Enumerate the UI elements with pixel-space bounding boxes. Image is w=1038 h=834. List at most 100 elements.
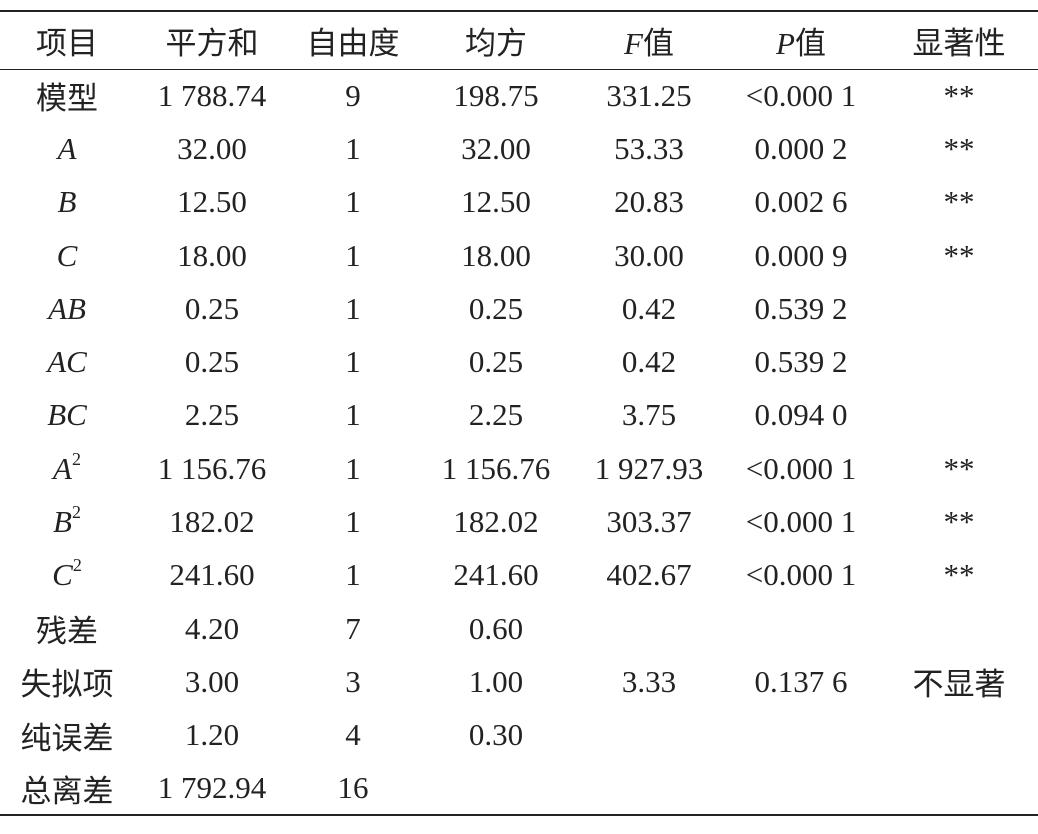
table-cell [880,282,1038,335]
table-cell [880,335,1038,388]
table-cell [880,709,1038,762]
table-cell [880,389,1038,442]
cell-text: 平方和 [165,25,259,61]
table-cell: 1 [290,229,416,282]
table-cell: ** [880,69,1038,122]
table-cell: 53.33 [576,122,722,175]
table-cell: 1 [290,389,416,442]
cell-text: ** [943,184,975,220]
row-label: B [0,176,134,229]
variable: B [57,184,77,220]
cell-text: 1 [345,344,361,380]
table-cell: 32.00 [416,122,576,175]
table-cell: 182.02 [416,495,576,548]
cell-text: 0.539 2 [754,344,848,380]
table-cell: ** [880,549,1038,602]
table-row: 总离差 1 792.94 16 [0,761,1038,817]
cell-text: 241.60 [169,557,255,593]
cell-text: ** [943,237,975,273]
table-row: C 18.00 1 18.00 30.00 0.000 9 ** [0,229,1038,282]
table-row: B 12.50 1 12.50 20.83 0.002 6 ** [0,176,1038,229]
table-cell: 1 792.94 [134,761,290,817]
table-cell: 303.37 [576,495,722,548]
cell-text: 30.00 [614,237,684,273]
cell-text: 1 [345,397,361,433]
table-cell: 1 788.74 [134,69,290,122]
cell-text: 2.25 [184,397,240,433]
row-label: 纯误差 [0,709,134,762]
row-label: C2 [0,549,134,602]
variable: F [624,25,643,61]
table-cell [576,602,722,655]
table-row: B2 182.02 1 182.02 303.37 <0.000 1 ** [0,495,1038,548]
cell-text: 18.00 [177,237,247,273]
row-label: 模型 [0,69,134,122]
cell-text: 1 [345,450,361,486]
table-cell: 16 [290,761,416,817]
table-cell [416,761,576,817]
table-row: C2 241.60 1 241.60 402.67 <0.000 1 ** [0,549,1038,602]
superscript: 2 [72,555,82,576]
table-cell: <0.000 1 [722,442,880,495]
table-cell: 1 [290,495,416,548]
table-cell: 12.50 [134,176,290,229]
cell-text: 1 [345,130,361,166]
table-cell: 3.75 [576,389,722,442]
cell-text: 1.00 [468,663,524,699]
table-cell [576,761,722,817]
cell-text: 1 [345,184,361,220]
cell-text: 0.002 6 [754,184,848,220]
table-cell: 1 [290,176,416,229]
table-cell: ** [880,495,1038,548]
cell-text: 0.25 [468,290,524,326]
cell-text: 0.000 9 [754,237,848,273]
table-cell: 0.60 [416,602,576,655]
table-cell: 2.25 [134,389,290,442]
table-cell [880,602,1038,655]
table-cell [722,602,880,655]
row-label: 残差 [0,602,134,655]
anova-table: 项目 平方和 自由度 均方 F值 P值 显著性 模型 1 788.74 9 198.75 331.2… [0,10,1038,817]
cell-text: 12.50 [177,184,247,220]
variable: C [52,557,73,593]
table-cell: 241.60 [416,549,576,602]
cell-text: 1 792.94 [157,770,267,805]
cell-text: 0.30 [468,717,524,753]
variable: B [53,504,72,540]
row-label: AB [0,282,134,335]
table-cell: 182.02 [134,495,290,548]
cell-text: 模型 [36,81,98,117]
table-cell: 0.539 2 [722,335,880,388]
superscript: 2 [71,448,81,469]
cell-text: 12.50 [461,184,531,220]
table-cell: 1 [290,549,416,602]
table-row: 残差 4.20 7 0.60 [0,602,1038,655]
cell-text: 0.094 0 [754,397,848,433]
table-row: A2 1 156.76 1 1 156.76 1 927.93 <0.000 1 ** [0,442,1038,495]
cell-text: 32.00 [177,130,247,166]
table-cell: 2.25 [416,389,576,442]
table-cell: 3.00 [134,655,290,708]
table-cell: 0.25 [134,282,290,335]
cell-text: 0.25 [184,344,240,380]
cell-text: 0.42 [621,344,677,380]
table-cell: 1 [290,122,416,175]
cell-text: 项目 [36,25,98,61]
row-label: C [0,229,134,282]
row-label: 总离差 [0,761,134,817]
row-label: AC [0,335,134,388]
header-row: 项目 平方和 自由度 均方 F值 P值 显著性 [0,10,1038,70]
header-cell: 显著性 [880,10,1038,70]
cell-text: <0.000 1 [745,504,857,540]
table-cell [576,709,722,762]
cell-text: 0.137 6 [754,663,848,699]
table-cell [722,709,880,762]
cell-text: 总离差 [20,773,114,809]
table-cell: 402.67 [576,549,722,602]
table-cell: 0.25 [416,335,576,388]
table-cell: 1 [290,282,416,335]
cell-text: 53.33 [614,130,684,166]
header-cell: 均方 [416,10,576,70]
table-cell: 241.60 [134,549,290,602]
cell-text: ** [943,77,975,113]
